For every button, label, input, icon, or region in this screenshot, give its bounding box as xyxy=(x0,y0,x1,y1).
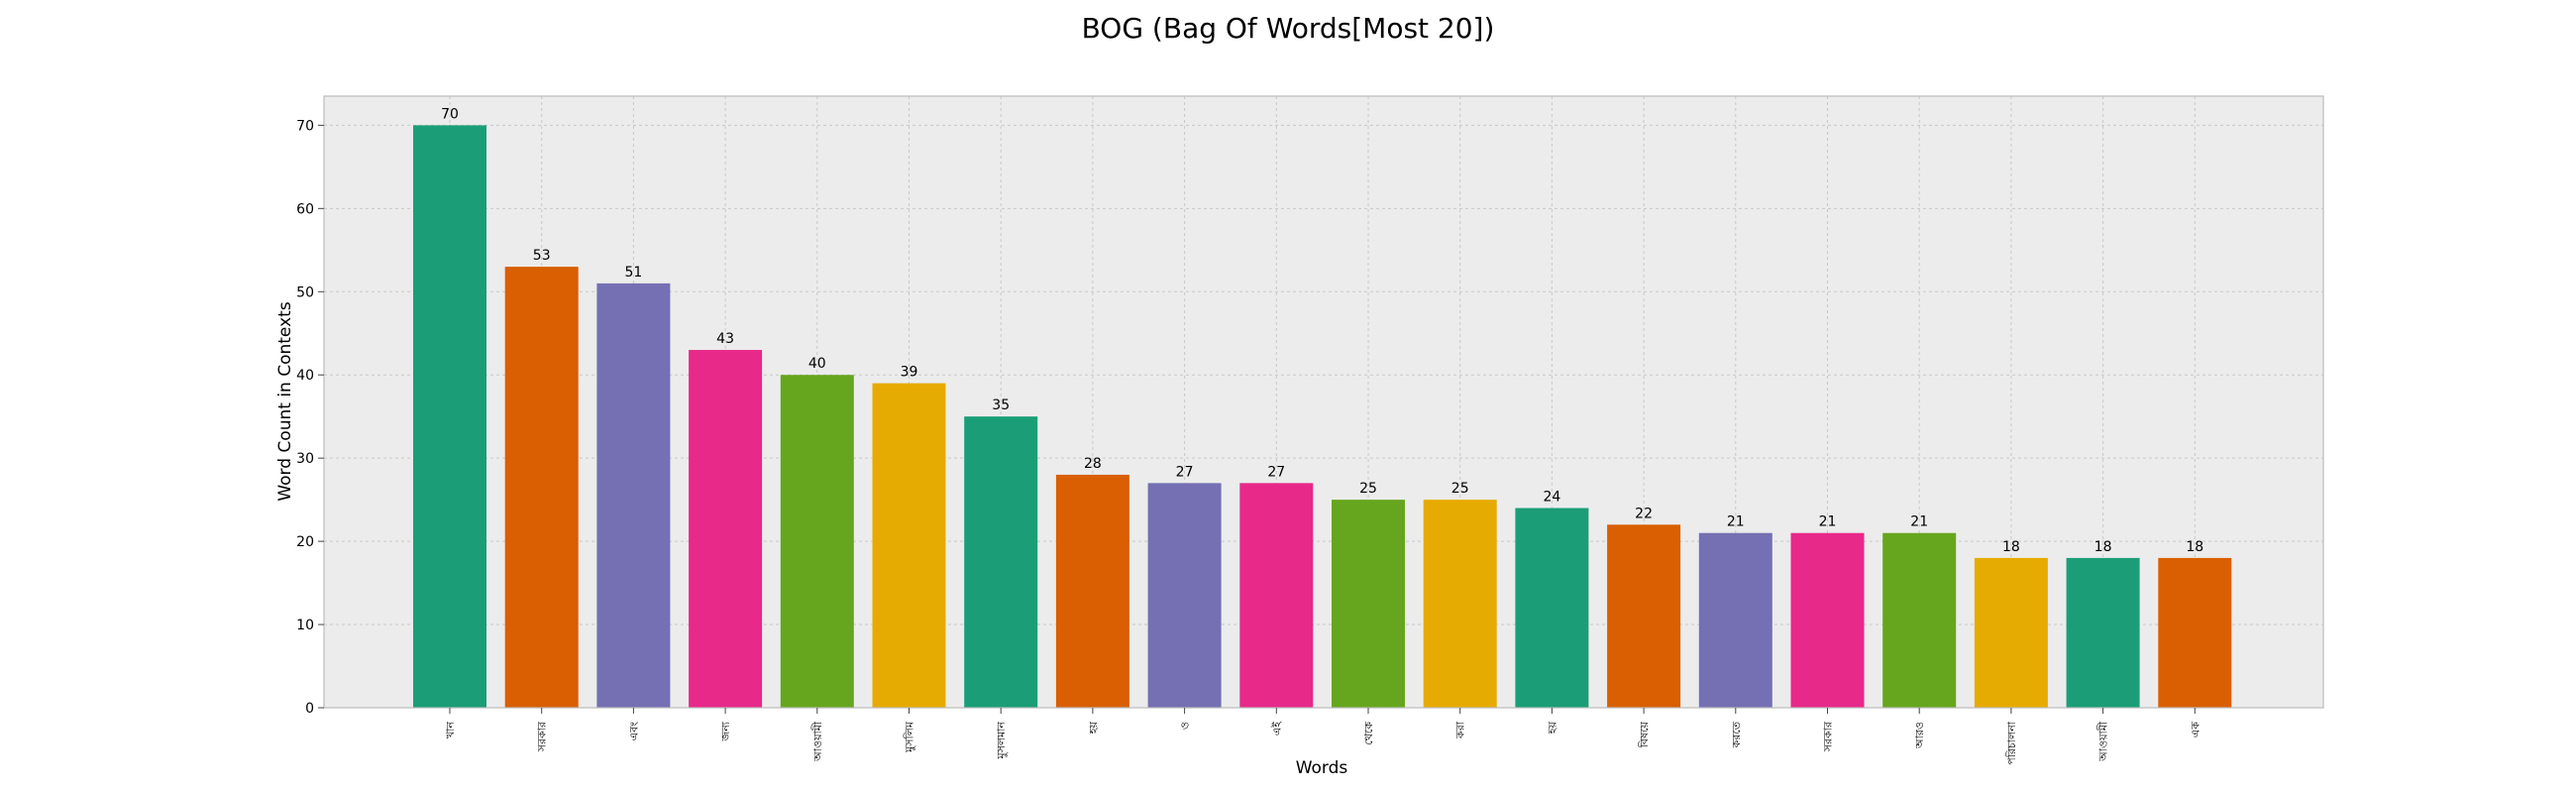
x-tick-label: খান xyxy=(444,722,457,738)
bar-value-label: 39 xyxy=(901,365,918,381)
bar-value-label: 27 xyxy=(1267,464,1285,480)
x-tick-label: এক xyxy=(2189,722,2201,737)
x-tick-label: পরিচালনা xyxy=(2005,721,2018,765)
y-tick-label: 60 xyxy=(296,201,314,217)
bar xyxy=(1055,474,1129,708)
data-labels: 70 53 51 43 40 39 35 28 27 27 25 25 24 22 21 21 21 18 18 18 xyxy=(441,106,2203,555)
y-tick-label: 0 xyxy=(305,701,314,717)
y-tick-label: 10 xyxy=(296,618,314,633)
y-axis-ticks: 0 10 20 30 40 50 60 70 xyxy=(296,118,324,717)
bar xyxy=(689,350,763,708)
y-tick-label: 70 xyxy=(296,118,314,134)
x-tick-label: করতে xyxy=(1730,721,1743,748)
x-tick-label: সরকার xyxy=(536,721,549,752)
x-tick-label: হয় xyxy=(1087,721,1100,735)
x-tick-label: এই xyxy=(1270,721,1283,736)
bar xyxy=(1698,532,1772,708)
bar-value-label: 18 xyxy=(2186,539,2203,555)
bar-value-label: 22 xyxy=(1635,506,1653,521)
bar xyxy=(596,283,671,708)
bar xyxy=(504,267,579,708)
bar-value-label: 43 xyxy=(716,331,734,347)
bar-value-label: 21 xyxy=(1819,514,1837,530)
bar-value-label: 53 xyxy=(533,248,551,264)
bar xyxy=(1882,532,1957,708)
bar xyxy=(413,125,486,708)
bar xyxy=(1332,500,1405,708)
y-tick-label: 20 xyxy=(296,534,314,550)
bar xyxy=(2158,557,2232,708)
x-axis-ticks: খান সরকার এবং জন্য আওয়ামী মুসলিম মুসলমান হয় ও এ… xyxy=(444,708,2201,765)
plot-frame xyxy=(323,95,2324,709)
bar xyxy=(1239,483,1314,708)
bar-value-label: 21 xyxy=(1727,514,1745,530)
x-tick-label: মুসলিম xyxy=(904,721,916,753)
x-tick-label: এবং xyxy=(627,722,640,740)
bar xyxy=(872,383,946,708)
bar xyxy=(1147,483,1222,708)
bar-value-label: 25 xyxy=(1359,481,1377,497)
bar-value-label: 24 xyxy=(1543,490,1560,506)
bar xyxy=(1790,532,1865,708)
bar xyxy=(2066,557,2140,708)
y-tick-label: 30 xyxy=(296,451,314,467)
x-tick-label: জন্য xyxy=(719,721,732,741)
bar xyxy=(1423,500,1497,708)
x-tick-label: মুসলমান xyxy=(995,722,1008,760)
y-axis-label: Word Count in Contexts xyxy=(275,301,295,501)
x-tick-label: করা xyxy=(1454,721,1467,739)
x-axis-label: Words xyxy=(1296,758,1348,778)
bar-value-label: 25 xyxy=(1451,481,1469,497)
x-tick-label: হয় xyxy=(1546,721,1558,735)
x-tick-label: আওয়ামী xyxy=(2097,721,2110,762)
bar-value-label: 18 xyxy=(2094,539,2112,555)
bar-value-label: 51 xyxy=(624,265,642,281)
bar-value-label: 18 xyxy=(2002,539,2020,555)
y-tick-label: 50 xyxy=(296,284,314,300)
x-tick-label: আওয়ামী xyxy=(811,721,824,762)
x-tick-label: বিষয়ে xyxy=(1638,721,1651,748)
bar-value-label: 27 xyxy=(1176,464,1194,480)
x-tick-label: থেকে xyxy=(1362,722,1375,745)
x-tick-label: সরকার xyxy=(1822,721,1835,752)
bar-value-label: 28 xyxy=(1084,456,1102,472)
y-tick-label: 40 xyxy=(296,368,314,384)
bar-value-label: 40 xyxy=(808,356,826,372)
chart-title: BOG (Bag Of Words[Most 20]) xyxy=(1082,12,1495,45)
x-tick-label: ও xyxy=(1179,722,1192,730)
bar xyxy=(1515,508,1589,708)
bar xyxy=(780,375,854,708)
bar-value-label: 70 xyxy=(441,106,459,122)
x-tick-label: আরও xyxy=(1913,722,1926,749)
bar xyxy=(1607,524,1681,708)
bar-value-label: 21 xyxy=(1910,514,1928,530)
bars xyxy=(413,125,2232,708)
bar xyxy=(964,416,1038,708)
bar-value-label: 35 xyxy=(992,397,1010,413)
bar xyxy=(1974,557,2048,708)
